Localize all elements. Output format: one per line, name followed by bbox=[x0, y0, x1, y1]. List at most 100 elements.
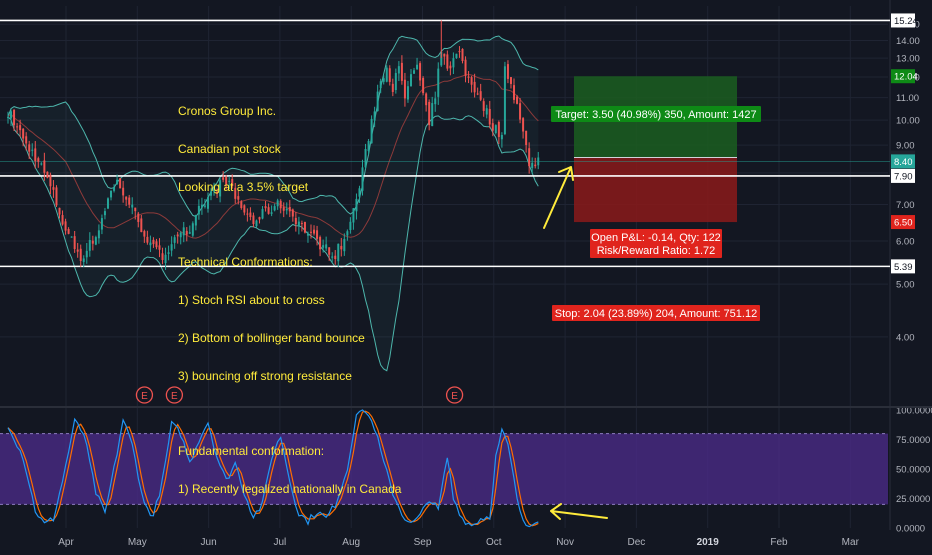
candle-body bbox=[479, 91, 482, 100]
candle-body bbox=[413, 70, 416, 74]
candle-body bbox=[176, 234, 179, 237]
idea-annotation: Cronos Group Inc. Canadian pot stock Loo… bbox=[178, 80, 401, 521]
y-tick-label: 10.00 bbox=[896, 116, 920, 127]
x-tick-label: Apr bbox=[58, 537, 74, 548]
candle-body bbox=[152, 239, 155, 245]
candle-body bbox=[137, 213, 140, 222]
candle-body bbox=[34, 148, 37, 162]
candle-body bbox=[376, 91, 379, 112]
candle-body bbox=[143, 231, 146, 237]
candle-body bbox=[379, 81, 382, 89]
candle-body bbox=[188, 232, 191, 234]
osc-tick-label: 25.0000 bbox=[896, 494, 930, 505]
candle-body bbox=[49, 174, 52, 187]
candle-body bbox=[391, 83, 394, 92]
earnings-marker[interactable]: E bbox=[165, 386, 184, 404]
x-tick-label: Jul bbox=[274, 537, 287, 548]
candle-body bbox=[316, 230, 319, 239]
up-arrow bbox=[543, 166, 574, 229]
candle-body bbox=[228, 180, 231, 182]
candle-body bbox=[252, 215, 255, 225]
candle-body bbox=[310, 231, 312, 233]
candle-body bbox=[267, 207, 270, 214]
candle-body bbox=[206, 197, 209, 209]
candle-body bbox=[37, 158, 40, 162]
candle-body bbox=[431, 103, 434, 127]
price-axis-label: 8.40 bbox=[891, 154, 915, 169]
pnl-label: Open P&L: -0.14, Qty: 122 bbox=[591, 232, 721, 244]
candle-body bbox=[506, 64, 509, 79]
annotation-line: Looking at a 3.5% target bbox=[178, 179, 309, 194]
candle-body bbox=[16, 126, 19, 128]
candle-body bbox=[219, 180, 222, 197]
stop-label: Stop: 2.04 (23.89%) 204, Amount: 751.12 bbox=[552, 305, 760, 321]
candle-body bbox=[513, 85, 516, 100]
price-axis-label-text: 7.90 bbox=[894, 171, 913, 182]
candle-body bbox=[437, 68, 440, 97]
candle-body bbox=[525, 130, 528, 145]
earnings-letter: E bbox=[141, 391, 148, 402]
candle-body bbox=[79, 248, 82, 261]
earnings-marker[interactable]: E bbox=[445, 386, 464, 404]
candle-body bbox=[303, 221, 306, 233]
earnings-circle bbox=[445, 386, 464, 404]
candle-body bbox=[264, 206, 267, 209]
candle-body bbox=[291, 209, 294, 217]
earnings-marker[interactable]: E bbox=[135, 386, 154, 404]
candle-body bbox=[213, 188, 216, 192]
stoch-k-line bbox=[7, 409, 539, 528]
price-axis-label: 7.90 bbox=[891, 168, 915, 183]
candle-body bbox=[482, 101, 485, 111]
candle-body bbox=[203, 205, 206, 207]
candle-body bbox=[473, 81, 476, 93]
candle-body bbox=[409, 74, 412, 87]
y-tick-label: 11.00 bbox=[896, 93, 919, 104]
candle-body bbox=[382, 78, 385, 82]
candle-body bbox=[155, 241, 158, 248]
candle-body bbox=[67, 229, 70, 234]
x-tick-label: Dec bbox=[628, 537, 646, 548]
candle-body bbox=[364, 149, 367, 168]
x-tick-label: 2019 bbox=[697, 537, 720, 548]
candle-body bbox=[485, 108, 488, 115]
candle-body bbox=[440, 51, 443, 66]
candle-body bbox=[306, 234, 309, 236]
candle-body bbox=[128, 197, 131, 205]
annotation-line: 2) Bottom of bollinger band bounce bbox=[178, 330, 365, 345]
candle-body bbox=[467, 76, 470, 78]
candle-body bbox=[443, 53, 446, 57]
candle-body bbox=[355, 198, 358, 212]
candle-body bbox=[394, 73, 397, 90]
candle-body bbox=[464, 59, 467, 76]
candle-body bbox=[64, 221, 67, 231]
earnings-circle bbox=[135, 386, 154, 404]
candle-body bbox=[331, 256, 334, 258]
candle-body bbox=[458, 51, 461, 53]
candle-body bbox=[240, 201, 243, 209]
candle-body bbox=[94, 237, 97, 245]
candle-body bbox=[70, 236, 73, 238]
candle-body bbox=[170, 244, 173, 251]
x-tick-label: May bbox=[128, 537, 147, 548]
candle-body bbox=[200, 204, 203, 208]
candle-body bbox=[491, 123, 494, 131]
price-axis-label-text: 8.40 bbox=[894, 157, 913, 168]
annotation-line: 1) Recently legalized nationally in Cana… bbox=[178, 482, 402, 496]
candle-body bbox=[113, 186, 116, 191]
candle-body bbox=[494, 125, 497, 133]
stop-zone[interactable] bbox=[574, 157, 737, 223]
candle-body bbox=[7, 116, 9, 118]
candle-body bbox=[100, 218, 103, 230]
candle-body bbox=[197, 205, 200, 215]
price-axis-label-text: 6.50 bbox=[894, 218, 913, 229]
candle-body bbox=[255, 220, 258, 227]
bollinger-basis bbox=[7, 73, 539, 239]
candle-body bbox=[119, 178, 122, 189]
candle-body bbox=[237, 196, 240, 200]
candle-body bbox=[343, 238, 346, 252]
osc-tick-label: 50.0000 bbox=[896, 465, 930, 476]
candle-body bbox=[516, 96, 519, 104]
candle-body bbox=[406, 86, 409, 100]
candle-body bbox=[370, 118, 373, 144]
